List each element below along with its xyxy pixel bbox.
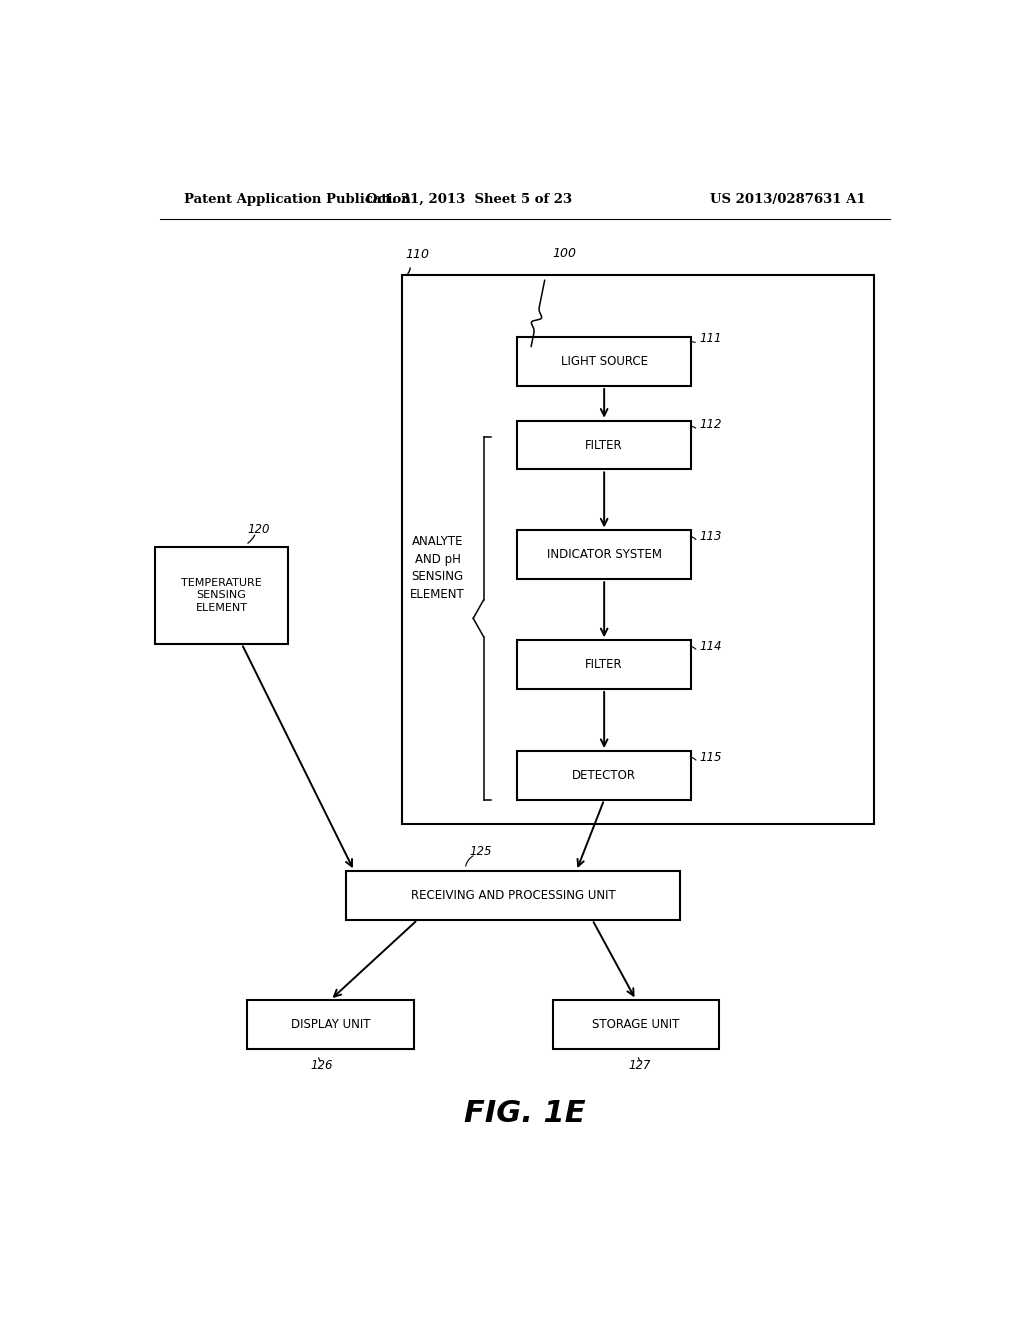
Text: Oct. 31, 2013  Sheet 5 of 23: Oct. 31, 2013 Sheet 5 of 23	[367, 193, 572, 206]
FancyBboxPatch shape	[247, 1001, 414, 1049]
Text: FILTER: FILTER	[586, 659, 623, 671]
Text: FILTER: FILTER	[586, 438, 623, 451]
Text: 120: 120	[247, 523, 269, 536]
FancyBboxPatch shape	[346, 871, 680, 920]
Text: 127: 127	[628, 1059, 650, 1072]
Text: 100: 100	[553, 247, 577, 260]
Text: 110: 110	[406, 248, 430, 261]
Text: RECEIVING AND PROCESSING UNIT: RECEIVING AND PROCESSING UNIT	[411, 888, 615, 902]
Text: STORAGE UNIT: STORAGE UNIT	[592, 1018, 680, 1031]
Text: US 2013/0287631 A1: US 2013/0287631 A1	[711, 193, 866, 206]
Text: 114: 114	[699, 640, 722, 653]
Text: 113: 113	[699, 531, 722, 543]
FancyBboxPatch shape	[517, 531, 691, 579]
FancyBboxPatch shape	[517, 421, 691, 470]
Text: DISPLAY UNIT: DISPLAY UNIT	[291, 1018, 370, 1031]
Text: TEMPERATURE
SENSING
ELEMENT: TEMPERATURE SENSING ELEMENT	[181, 578, 262, 614]
Text: 115: 115	[699, 751, 722, 763]
FancyBboxPatch shape	[553, 1001, 719, 1049]
Text: LIGHT SOURCE: LIGHT SOURCE	[561, 355, 647, 368]
Text: FIG. 1E: FIG. 1E	[464, 1100, 586, 1129]
Text: INDICATOR SYSTEM: INDICATOR SYSTEM	[547, 548, 662, 561]
Text: 125: 125	[469, 845, 492, 858]
FancyBboxPatch shape	[401, 276, 873, 824]
Text: Patent Application Publication: Patent Application Publication	[183, 193, 411, 206]
FancyBboxPatch shape	[517, 751, 691, 800]
FancyBboxPatch shape	[155, 548, 289, 644]
FancyBboxPatch shape	[517, 338, 691, 385]
Text: DETECTOR: DETECTOR	[572, 768, 636, 781]
Text: 112: 112	[699, 418, 722, 432]
Text: 126: 126	[310, 1059, 333, 1072]
Text: ANALYTE
AND pH
SENSING
ELEMENT: ANALYTE AND pH SENSING ELEMENT	[411, 535, 465, 601]
Text: 111: 111	[699, 331, 722, 345]
FancyBboxPatch shape	[517, 640, 691, 689]
